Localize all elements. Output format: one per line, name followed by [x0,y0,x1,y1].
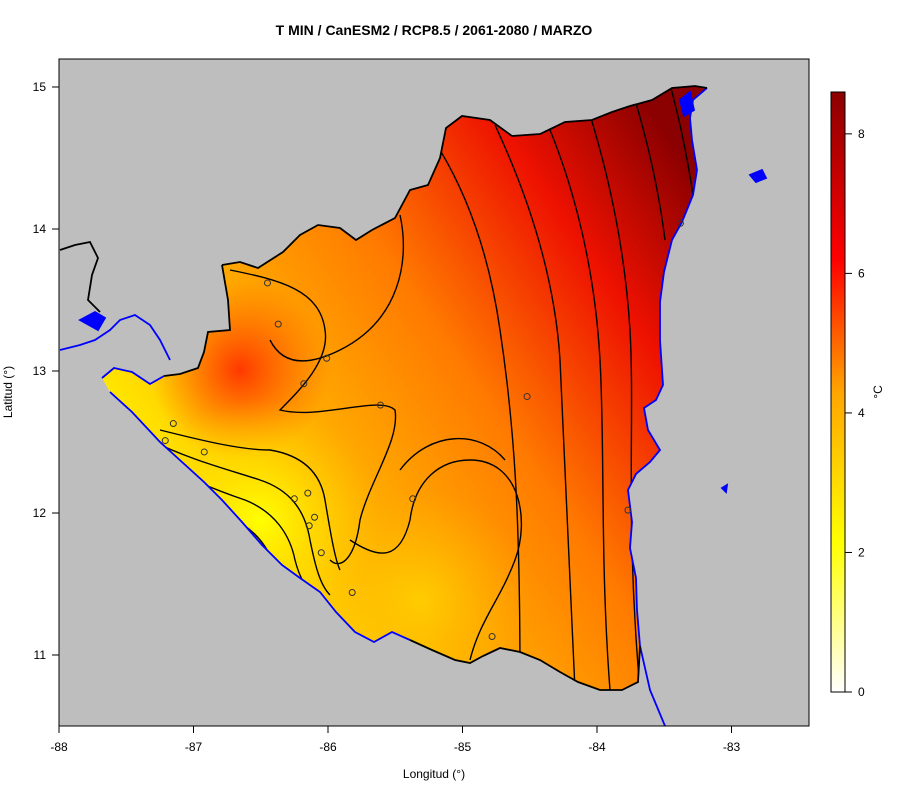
station-marker [274,320,282,328]
station-marker [676,219,684,227]
y-axis: 11 12 13 14 15 [33,80,59,662]
station-marker [624,506,632,514]
station-marker [200,448,208,456]
station-marker [263,279,271,287]
country-borders [59,85,708,691]
x-axis: -88 -87 -86 -85 -84 -83 [50,726,740,754]
y-axis-label: Latitud (°) [1,366,15,418]
x-tick-label: -87 [185,740,203,754]
x-tick-label: -86 [319,740,337,754]
y-tick-label: 11 [34,648,47,662]
colorbar-tick-label: 4 [858,406,865,420]
station-marker [305,522,313,530]
x-axis-label: Longitud (°) [403,767,465,781]
plot-frame [58,58,810,727]
colorbar-tick-label: 2 [858,545,865,559]
station-marker [161,437,169,445]
station-marker [348,589,356,597]
y-tick-label: 15 [33,80,47,94]
station-marker [304,489,312,497]
x-tick-label: -84 [588,740,606,754]
map-title: T MIN / CanESM2 / RCP8.5 / 2061-2080 / M… [276,22,593,38]
colorbar-tick-label: 6 [858,266,865,280]
x-tick-label: -85 [454,740,472,754]
station-marker [290,495,298,503]
station-marker [323,354,331,362]
station-marker [376,401,384,409]
station-marker [488,633,496,641]
station-marker [311,513,319,521]
station-markers [161,219,684,641]
station-marker [409,495,417,503]
colorbar-tick-label: 8 [858,127,865,141]
y-tick-label: 14 [33,222,47,236]
y-tick-label: 12 [33,506,47,520]
y-tick-label: 13 [33,364,47,378]
coastline [59,87,768,726]
colorbar: 0 2 4 6 8 [830,91,865,699]
station-marker [169,420,177,428]
colorbar-unit-label: °C [871,385,885,399]
x-tick-label: -88 [50,740,68,754]
x-tick-label: -83 [723,740,741,754]
station-marker [523,393,531,401]
colorbar-tick-label: 0 [858,685,865,699]
station-marker [317,549,325,557]
station-marker [300,380,308,388]
